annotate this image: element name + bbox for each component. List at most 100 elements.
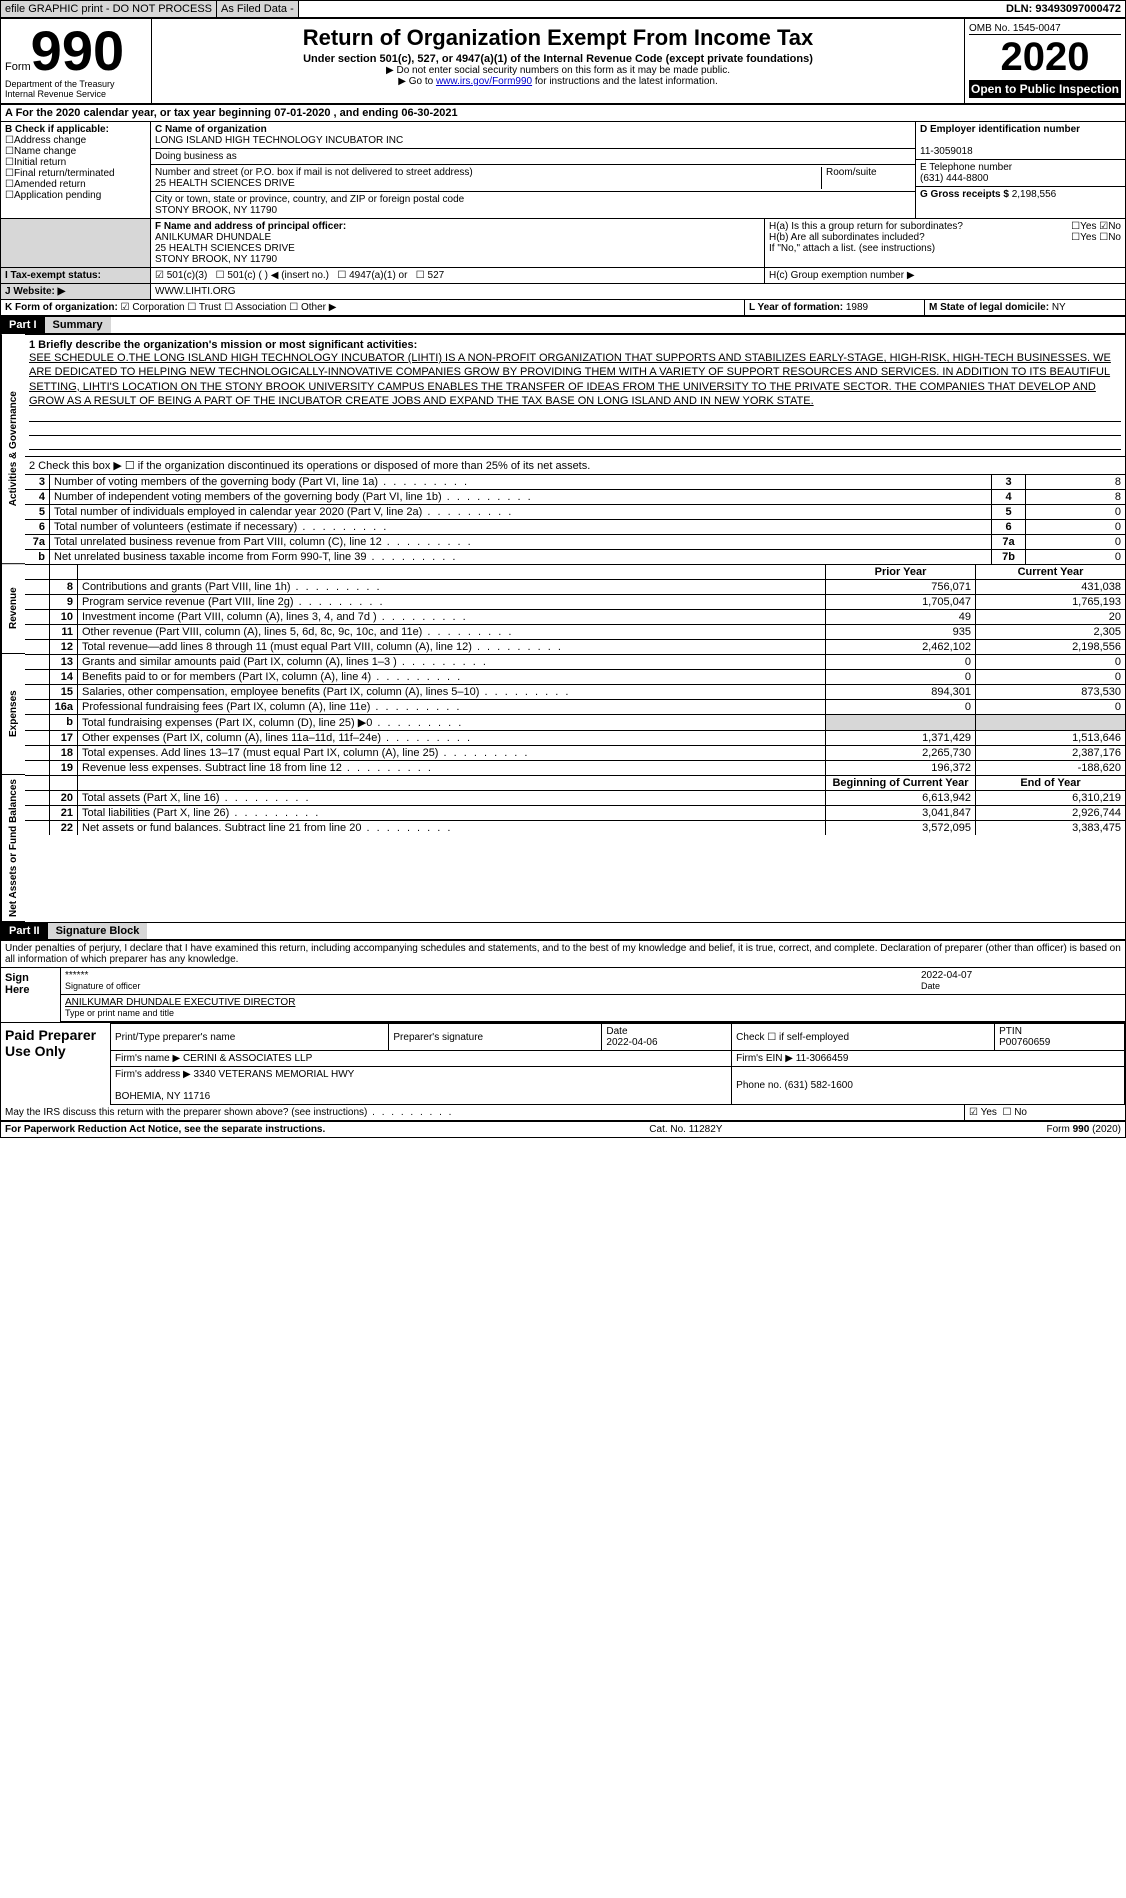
prep-date-label: Date bbox=[606, 1026, 627, 1037]
revenue-section: Revenue Prior Year Current Year 8Contrib… bbox=[1, 564, 1125, 654]
sign-block: Sign Here ****** Signature of officer 20… bbox=[1, 967, 1125, 1022]
hb: H(b) Are all subordinates included? bbox=[769, 232, 925, 243]
goto-note: ▶ Go to www.irs.gov/Form990 for instruct… bbox=[156, 76, 960, 87]
gov-row: 4Number of independent voting members of… bbox=[25, 489, 1125, 504]
chk-address[interactable]: Address change bbox=[5, 135, 146, 146]
fin-row: 21Total liabilities (Part X, line 26)3,0… bbox=[25, 805, 1125, 820]
col-b: B Check if applicable: Address change Na… bbox=[1, 122, 151, 218]
expenses-rows: 13Grants and similar amounts paid (Part … bbox=[25, 654, 1125, 775]
d-label: D Employer identification number bbox=[920, 124, 1080, 135]
i-opts: ☑ 501(c)(3) ☐ 501(c) ( ) ◀ (insert no.) … bbox=[151, 268, 765, 283]
sig-declaration: Under penalties of perjury, I declare th… bbox=[1, 940, 1125, 967]
vert-netassets: Net Assets or Fund Balances bbox=[1, 775, 25, 922]
vert-activities: Activities & Governance bbox=[1, 334, 25, 564]
discuss-no[interactable]: No bbox=[1014, 1107, 1027, 1118]
fin-row: 14Benefits paid to or for members (Part … bbox=[25, 669, 1125, 684]
chk-amended[interactable]: Amended return bbox=[5, 179, 146, 190]
sign-here-label: Sign Here bbox=[1, 968, 61, 1022]
g-gross: G Gross receipts $ 2,198,556 bbox=[916, 187, 1125, 202]
hb-yes[interactable]: Yes bbox=[1080, 232, 1096, 243]
preparer-block: Paid Preparer Use Only Print/Type prepar… bbox=[1, 1022, 1125, 1105]
e-phone: E Telephone number(631) 444-8800 bbox=[916, 160, 1125, 187]
i-4947[interactable]: 4947(a)(1) or bbox=[349, 270, 407, 281]
website[interactable]: WWW.LIHTI.ORG bbox=[151, 284, 1125, 299]
expenses-section: Expenses 13Grants and similar amounts pa… bbox=[1, 654, 1125, 775]
ein-label: Firm's EIN ▶ bbox=[736, 1053, 793, 1064]
k-trust[interactable]: Trust bbox=[199, 302, 221, 313]
chk-final[interactable]: Final return/terminated bbox=[5, 168, 146, 179]
preparer-table: Print/Type preparer's name Preparer's si… bbox=[111, 1023, 1125, 1105]
header-title-block: Return of Organization Exempt From Incom… bbox=[151, 19, 965, 103]
row-fh: F Name and address of principal officer:… bbox=[1, 219, 1125, 268]
sig-date: 2022-04-07 bbox=[921, 970, 972, 981]
ptin-label: PTIN bbox=[999, 1026, 1022, 1037]
i-527[interactable]: 527 bbox=[428, 270, 445, 281]
h-note: If "No," attach a list. (see instruction… bbox=[769, 243, 935, 254]
ha-no[interactable]: No bbox=[1108, 221, 1121, 232]
f-label: F Name and address of principal officer: bbox=[155, 221, 346, 232]
activities-content: 1 Briefly describe the organization's mi… bbox=[25, 334, 1125, 564]
irs-link[interactable]: www.irs.gov/Form990 bbox=[436, 76, 532, 87]
efile-notice: efile GRAPHIC print - DO NOT PROCESS bbox=[1, 1, 217, 17]
city-label: City or town, state or province, country… bbox=[155, 194, 464, 205]
end-year-hdr: End of Year bbox=[975, 776, 1125, 790]
k-block: K Form of organization: ☑ Corporation ☐ … bbox=[1, 300, 745, 315]
blank1 bbox=[29, 410, 1121, 422]
part1-num: Part I bbox=[1, 317, 45, 333]
k-other[interactable]: Other ▶ bbox=[301, 302, 336, 313]
fin-row: bTotal fundraising expenses (Part IX, co… bbox=[25, 714, 1125, 730]
gov-row: 7aTotal unrelated business revenue from … bbox=[25, 534, 1125, 549]
fin-row: 18Total expenses. Add lines 13–17 (must … bbox=[25, 745, 1125, 760]
i-501c3[interactable]: 501(c)(3) bbox=[167, 270, 208, 281]
fin-row: 10Investment income (Part VIII, column (… bbox=[25, 609, 1125, 624]
hb-no[interactable]: No bbox=[1108, 232, 1121, 243]
finhdr-na: Beginning of Current Year End of Year bbox=[25, 775, 1125, 790]
current-year-hdr: Current Year bbox=[975, 565, 1125, 579]
dln-label: DLN: bbox=[1006, 3, 1032, 15]
ssn-note: ▶ Do not enter social security numbers o… bbox=[156, 65, 960, 76]
gov-row: bNet unrelated business taxable income f… bbox=[25, 549, 1125, 564]
section-bcd: B Check if applicable: Address change Na… bbox=[1, 122, 1125, 219]
chk-initial[interactable]: Initial return bbox=[5, 157, 146, 168]
open-public: Open to Public Inspection bbox=[969, 80, 1121, 98]
room-label: Room/suite bbox=[821, 167, 911, 189]
form-word: Form bbox=[5, 61, 31, 73]
firm-ein-cell: Firm's EIN ▶ 11-3066459 bbox=[732, 1051, 1125, 1067]
finhdr-rev: Prior Year Current Year bbox=[25, 564, 1125, 579]
ein-val: 11-3066459 bbox=[796, 1053, 849, 1064]
prep-h1: Preparer's signature bbox=[389, 1024, 602, 1051]
m-label: M State of legal domicile: bbox=[929, 302, 1049, 313]
chk-name[interactable]: Name change bbox=[5, 146, 146, 157]
agency: Department of the Treasury Internal Reve… bbox=[5, 79, 147, 99]
fin-row: 19Revenue less expenses. Subtract line 1… bbox=[25, 760, 1125, 775]
ptin-val: P00760659 bbox=[999, 1037, 1050, 1048]
firm-name: CERINI & ASSOCIATES LLP bbox=[183, 1053, 312, 1064]
fin-row: 12Total revenue—add lines 8 through 11 (… bbox=[25, 639, 1125, 654]
j-label: J Website: ▶ bbox=[5, 286, 65, 297]
footer-left: For Paperwork Reduction Act Notice, see … bbox=[5, 1124, 325, 1135]
fin-row: 9Program service revenue (Part VIII, lin… bbox=[25, 594, 1125, 609]
c-city: City or town, state or province, country… bbox=[151, 192, 915, 218]
as-filed: As Filed Data - bbox=[217, 1, 299, 17]
officer-addr: 25 HEALTH SCIENCES DRIVE STONY BROOK, NY… bbox=[155, 243, 295, 265]
firm-label: Firm's name ▶ bbox=[115, 1053, 180, 1064]
revenue-content: Prior Year Current Year 8Contributions a… bbox=[25, 564, 1125, 654]
discuss-yes[interactable]: Yes bbox=[981, 1107, 997, 1118]
k-assoc[interactable]: Association bbox=[235, 302, 286, 313]
phone-label: Phone no. bbox=[736, 1080, 782, 1091]
org-name: LONG ISLAND HIGH TECHNOLOGY INCUBATOR IN… bbox=[155, 135, 403, 146]
k-corp[interactable]: Corporation bbox=[132, 302, 184, 313]
i-501c[interactable]: 501(c) ( ) ◀ (insert no.) bbox=[227, 270, 329, 281]
d-ein: D Employer identification number11-30590… bbox=[916, 122, 1125, 160]
m-val: NY bbox=[1052, 302, 1066, 313]
netassets-section: Net Assets or Fund Balances Beginning of… bbox=[1, 775, 1125, 922]
prep-h0: Print/Type preparer's name bbox=[111, 1024, 389, 1051]
part1-title: Summary bbox=[45, 317, 111, 333]
ha-yes[interactable]: Yes bbox=[1080, 221, 1096, 232]
part2-header: Part IISignature Block bbox=[1, 922, 1125, 940]
discuss-row: May the IRS discuss this return with the… bbox=[1, 1105, 1125, 1121]
form-id-block: Form990 Department of the Treasury Inter… bbox=[1, 19, 151, 103]
chk-pending[interactable]: Application pending bbox=[5, 190, 146, 201]
netassets-content: Beginning of Current Year End of Year 20… bbox=[25, 775, 1125, 922]
prep-selfemp[interactable]: Check ☐ if self-employed bbox=[732, 1024, 995, 1051]
